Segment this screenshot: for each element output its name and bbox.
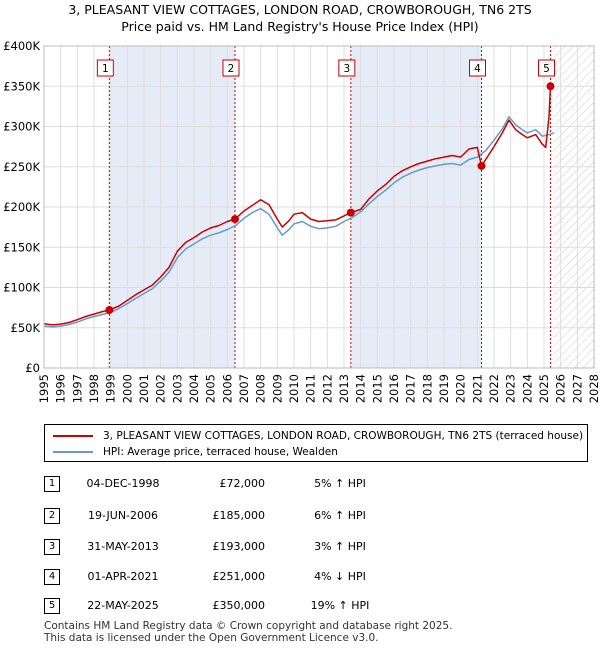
transaction-number: 5 [44, 598, 60, 614]
y-tick-label: £0 [25, 361, 40, 375]
x-tick-label: 2003 [170, 374, 184, 403]
sale-point [346, 208, 355, 217]
y-tick-label: £50K [11, 321, 41, 335]
transaction-price: £185,000 [212, 509, 266, 522]
legend: 3, PLEASANT VIEW COTTAGES, LONDON ROAD, … [44, 424, 588, 462]
transaction-number: 2 [44, 508, 60, 524]
x-tick-label: 2011 [304, 374, 318, 403]
transaction-number: 1 [44, 476, 60, 492]
hpi-line [43, 116, 555, 328]
x-tick-label: 2006 [220, 374, 234, 403]
transaction-hpi: 3% ↑ HPI [314, 540, 366, 553]
transaction-date: 19-JUN-2006 [87, 509, 159, 522]
transaction-date: 01-APR-2021 [87, 570, 159, 583]
x-tick-label: 2021 [470, 374, 484, 403]
x-tick-label: 2002 [154, 374, 168, 403]
transaction-price: £72,000 [219, 477, 266, 490]
sale-label-text: 4 [474, 63, 481, 75]
x-tick-label: 2013 [337, 374, 351, 403]
x-tick-label: 1996 [54, 374, 68, 403]
sale-label-box [222, 59, 240, 77]
legend-item-property: 3, PLEASANT VIEW COTTAGES, LONDON ROAD, … [53, 429, 583, 443]
transaction-row: 2 19-JUN-2006 £185,000 6% ↑ HPI [0, 508, 600, 526]
sale-label-text: 1 [102, 63, 109, 75]
transaction-hpi: 6% ↑ HPI [314, 509, 366, 522]
transaction-hpi: 5% ↑ HPI [314, 477, 366, 490]
transaction-number: 3 [44, 539, 60, 555]
y-tick-label: £100K [3, 281, 40, 295]
legend-label-property: 3, PLEASANT VIEW COTTAGES, LONDON ROAD, … [103, 430, 584, 442]
footer-copyright: Contains HM Land Registry data © Crown c… [44, 620, 453, 632]
transaction-date: 04-DEC-1998 [86, 477, 160, 490]
footer-licence: This data is licensed under the Open Gov… [44, 632, 379, 644]
transaction-number: 4 [44, 569, 60, 585]
transaction-row: 5 22-MAY-2025 £350,000 19% ↑ HPI [0, 598, 600, 616]
sale-label-box [538, 59, 555, 77]
property-price-line [43, 86, 552, 326]
x-tick-label: 2022 [487, 374, 501, 403]
x-tick-label: 2017 [404, 374, 418, 403]
x-tick-label: 2001 [137, 374, 151, 403]
sale-label-text: 3 [343, 63, 350, 75]
transaction-price: £251,000 [212, 570, 266, 583]
plot-border [43, 45, 595, 369]
legend-swatch-property [53, 435, 93, 437]
y-tick-label: £150K [3, 240, 40, 254]
sale-point [231, 215, 239, 224]
transaction-row: 3 31-MAY-2013 £193,000 3% ↑ HPI [0, 539, 600, 557]
x-tick-label: 2026 [554, 374, 568, 403]
x-tick-label: 2016 [387, 374, 401, 403]
x-tick-label: 1995 [37, 374, 51, 403]
x-tick-label: 2027 [570, 374, 584, 403]
sale-label-box [96, 59, 114, 77]
x-tick-label: 2018 [420, 374, 434, 403]
legend-item-hpi: HPI: Average price, terraced house, Weal… [53, 445, 338, 459]
x-tick-label: 2015 [370, 374, 384, 403]
x-tick-label: 2012 [320, 374, 334, 403]
x-tick-label: 2004 [187, 374, 201, 403]
transaction-hpi: 4% ↓ HPI [314, 570, 366, 583]
x-tick-label: 1999 [104, 374, 118, 403]
sale-point [105, 306, 114, 315]
y-tick-label: £350K [3, 79, 40, 93]
x-tick-label: 1997 [70, 374, 84, 403]
transaction-hpi: 19% ↑ HPI [310, 599, 370, 612]
transaction-date: 31-MAY-2013 [87, 540, 159, 553]
price-chart: 1 2 3 4 5 £0 £50K £100K £150K £200K £250K £300K £35… [3, 39, 600, 403]
y-tick-label: £250K [3, 160, 40, 174]
x-tick-label: 2009 [270, 374, 284, 403]
x-tick-label: 2028 [587, 374, 600, 403]
sale-point [477, 161, 486, 170]
sale-label-box [338, 59, 356, 77]
x-tick-label: 2010 [287, 374, 301, 403]
y-tick-label: £200K [3, 200, 40, 214]
transaction-date: 22-MAY-2025 [87, 599, 159, 612]
sale-label-text: 2 [228, 63, 235, 75]
transaction-row: 4 01-APR-2021 £251,000 4% ↓ HPI [0, 569, 600, 587]
x-tick-label: 2000 [120, 374, 134, 403]
transaction-row: 1 04-DEC-1998 £72,000 5% ↑ HPI [0, 476, 600, 494]
chart-subtitle: Price paid vs. HM Land Registry's House … [121, 19, 479, 34]
x-tick-label: 1998 [87, 374, 101, 403]
x-tick-label: 2025 [537, 374, 551, 403]
legend-label-hpi: HPI: Average price, terraced house, Weal… [103, 446, 338, 458]
x-tick-label: 2019 [437, 374, 451, 403]
x-tick-label: 2023 [504, 374, 518, 403]
y-tick-label: £300K [3, 120, 40, 134]
legend-swatch-hpi [53, 451, 93, 453]
chart-title: 3, PLEASANT VIEW COTTAGES, LONDON ROAD, … [68, 2, 532, 17]
x-tick-label: 2014 [354, 374, 368, 403]
sale-point [546, 82, 555, 91]
x-tick-label: 2005 [204, 374, 218, 403]
x-tick-label: 2007 [237, 374, 251, 403]
transaction-price: £350,000 [212, 599, 266, 612]
transaction-price: £193,000 [212, 540, 266, 553]
x-tick-label: 2024 [520, 374, 534, 403]
x-tick-label: 2020 [454, 374, 468, 403]
x-tick-label: 2008 [254, 374, 268, 403]
y-tick-label: £400K [3, 39, 40, 53]
sale-label-text: 5 [543, 63, 550, 75]
sale-label-box [469, 59, 486, 77]
